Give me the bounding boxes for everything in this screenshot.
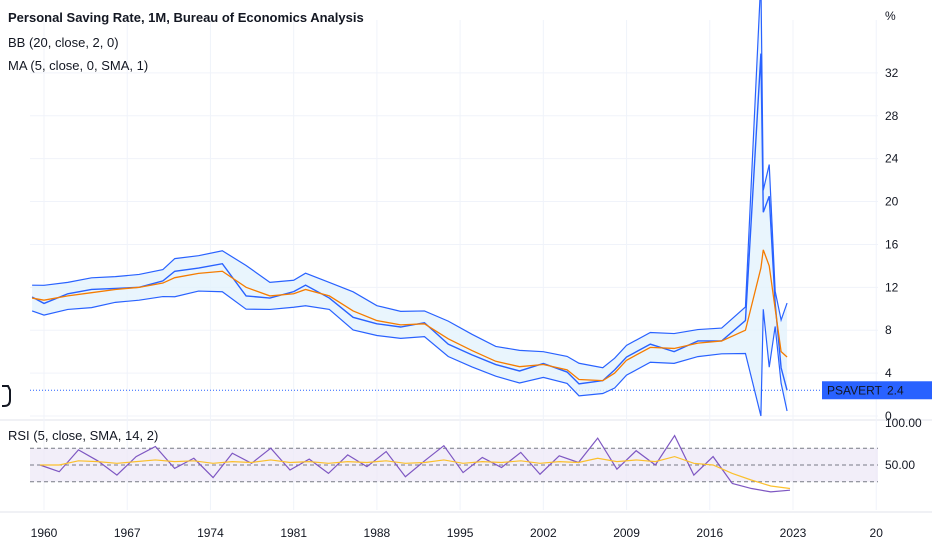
moving-average-line bbox=[31, 249, 788, 382]
bollinger-lower bbox=[31, 290, 788, 417]
price-unit-label: % bbox=[885, 9, 896, 23]
time-tick-label: 1974 bbox=[197, 526, 224, 540]
time-tick-label: 1995 bbox=[447, 526, 474, 540]
price-tick-label: 8 bbox=[885, 323, 892, 337]
saving-rate-line bbox=[31, 53, 788, 391]
time-tick-label: 1988 bbox=[364, 526, 391, 540]
price-tick-label: 0 bbox=[885, 409, 892, 423]
price-tick-label: 32 bbox=[885, 66, 899, 80]
bollinger-bands bbox=[31, 0, 788, 417]
price-tick-label: 16 bbox=[885, 237, 899, 251]
symbol-badge bbox=[822, 381, 932, 400]
symbol-badge-value: 2.4 bbox=[887, 383, 904, 397]
series-lines bbox=[31, 53, 788, 391]
hand-cursor-icon bbox=[0, 380, 16, 419]
rsi-average-line bbox=[40, 455, 791, 490]
bollinger-fill bbox=[32, 0, 788, 416]
time-tick-label: 20 bbox=[870, 526, 884, 540]
price-tick-label: 28 bbox=[885, 109, 899, 123]
bollinger-upper bbox=[32, 0, 788, 369]
time-tick-label: 1981 bbox=[280, 526, 307, 540]
time-tick-label: 2023 bbox=[780, 526, 807, 540]
price-tick-label: 4 bbox=[885, 366, 892, 380]
price-tick-label: 12 bbox=[885, 280, 899, 294]
bollinger-legend[interactable]: BB (20, close, 2, 0) bbox=[8, 35, 119, 50]
time-tick-label: 2009 bbox=[613, 526, 640, 540]
rsi-tick-label: 50.00 bbox=[885, 458, 915, 472]
moving-average-legend[interactable]: MA (5, close, 0, SMA, 1) bbox=[8, 58, 149, 73]
time-tick-label: 2016 bbox=[696, 526, 723, 540]
rsi-legend[interactable]: RSI (5, close, SMA, 14, 2) bbox=[8, 428, 159, 443]
time-tick-label: 1960 bbox=[31, 526, 58, 540]
price-tick-label: 20 bbox=[885, 195, 899, 209]
chart-title: Personal Saving Rate, 1M, Bureau of Econ… bbox=[8, 10, 364, 25]
time-tick-label: 1967 bbox=[114, 526, 141, 540]
time-tick-label: 2002 bbox=[530, 526, 557, 540]
rsi-tick-label: 100.00 bbox=[885, 416, 922, 430]
rsi-pane bbox=[30, 434, 878, 493]
rsi-line bbox=[39, 434, 791, 493]
price-tick-label: 24 bbox=[885, 152, 899, 166]
symbol-badge-name: PSAVERT bbox=[827, 383, 883, 397]
